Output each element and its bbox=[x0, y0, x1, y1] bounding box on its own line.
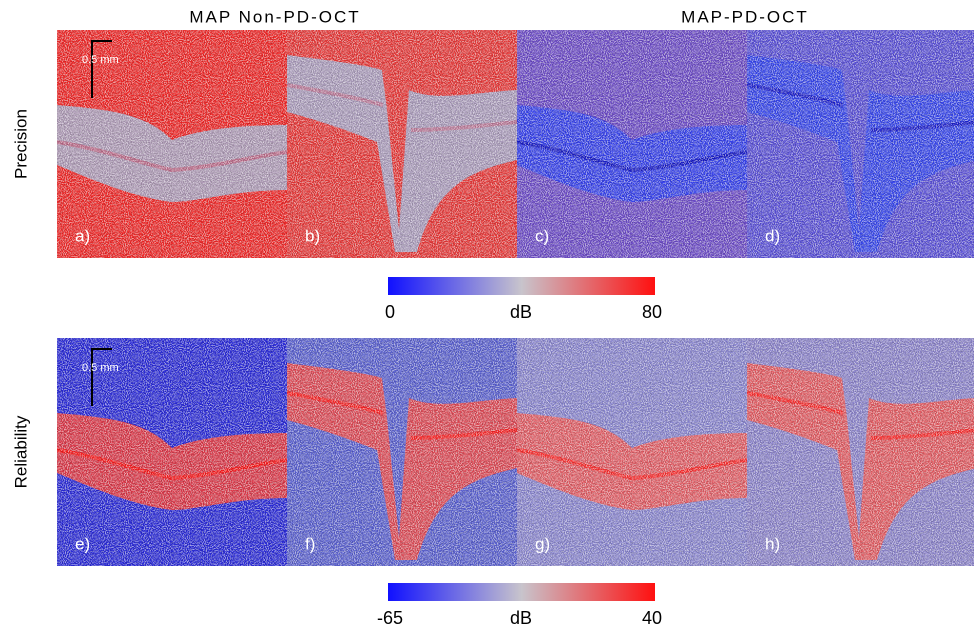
colorbar-unit: dB bbox=[510, 302, 532, 322]
scale-bar bbox=[91, 40, 112, 98]
colorbar bbox=[388, 277, 655, 295]
scale-bar-label: 0.5 mm bbox=[82, 362, 119, 374]
image-panel: d) bbox=[747, 30, 974, 258]
panel-content bbox=[287, 338, 517, 566]
image-panel: g) bbox=[517, 338, 747, 566]
column-title: MAP Non-PD-OCT bbox=[189, 7, 360, 26]
colorbar-min: -65 bbox=[377, 608, 403, 628]
panel-content bbox=[287, 30, 517, 258]
panel-content bbox=[747, 338, 974, 566]
panel-label: c) bbox=[535, 226, 549, 245]
speckle bbox=[517, 338, 747, 566]
row-label: Precision bbox=[11, 109, 30, 179]
colorbar bbox=[388, 583, 655, 601]
panel-label: e) bbox=[75, 534, 90, 553]
panel-content bbox=[517, 30, 747, 258]
speckle bbox=[287, 338, 517, 566]
speckle bbox=[57, 30, 287, 258]
panel-label: a) bbox=[75, 226, 90, 245]
image-panel: h) bbox=[747, 338, 974, 566]
scale-bar bbox=[91, 348, 112, 406]
panel-content bbox=[57, 30, 287, 258]
speckle bbox=[747, 338, 974, 566]
panel-content bbox=[57, 338, 287, 566]
column-title: MAP-PD-OCT bbox=[681, 7, 809, 26]
colorbar-max: 80 bbox=[642, 302, 662, 322]
image-panel: e) 0.5 mm bbox=[57, 338, 287, 566]
image-panel: a) 0.5 mm bbox=[57, 30, 287, 258]
speckle bbox=[517, 30, 747, 258]
panel-content bbox=[517, 338, 747, 566]
speckle bbox=[287, 30, 517, 258]
panel-label: g) bbox=[535, 534, 550, 553]
row-label: Reliability bbox=[11, 415, 30, 488]
colorbar-unit: dB bbox=[510, 608, 532, 628]
panel-label: f) bbox=[305, 534, 315, 553]
image-panel: f) bbox=[287, 338, 517, 566]
panel-content bbox=[747, 30, 974, 258]
colorbar-min: 0 bbox=[385, 302, 395, 322]
panel-label: b) bbox=[305, 226, 320, 245]
image-panel: c) bbox=[517, 30, 747, 258]
speckle bbox=[747, 30, 974, 258]
speckle bbox=[57, 338, 287, 566]
colorbar-max: 40 bbox=[642, 608, 662, 628]
panel-label: d) bbox=[765, 226, 780, 245]
panel-label: h) bbox=[765, 534, 780, 553]
scale-bar-label: 0.5 mm bbox=[82, 54, 119, 66]
image-panel: b) bbox=[287, 30, 517, 258]
